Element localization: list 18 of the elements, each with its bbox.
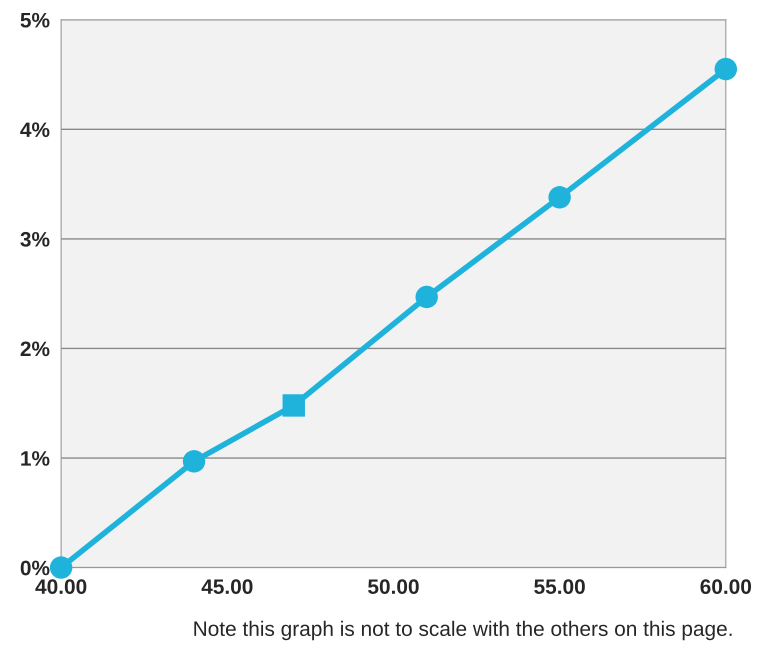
x-tick-label: 40.00 bbox=[35, 579, 86, 594]
point bbox=[182, 450, 206, 473]
x-tick-label: 45.00 bbox=[202, 579, 253, 594]
x-tick-label: 60.00 bbox=[700, 579, 752, 594]
y-tick-label: 1% bbox=[21, 451, 50, 466]
point bbox=[282, 394, 305, 417]
y-tick-label: 3% bbox=[20, 232, 50, 247]
x-tick-label: 50.00 bbox=[368, 579, 419, 594]
x-tick-label: 55.00 bbox=[534, 579, 585, 594]
point bbox=[415, 286, 438, 308]
y-tick-label: 2% bbox=[20, 341, 50, 356]
y-tick-label: 0% bbox=[20, 560, 50, 576]
y-tick-label: 5% bbox=[20, 12, 50, 28]
point bbox=[50, 556, 72, 579]
point bbox=[548, 186, 571, 208]
text: Note this graph is not to scale with the others on this page. bbox=[194, 620, 732, 640]
point bbox=[714, 58, 737, 80]
y-tick-label: 4% bbox=[20, 122, 50, 138]
